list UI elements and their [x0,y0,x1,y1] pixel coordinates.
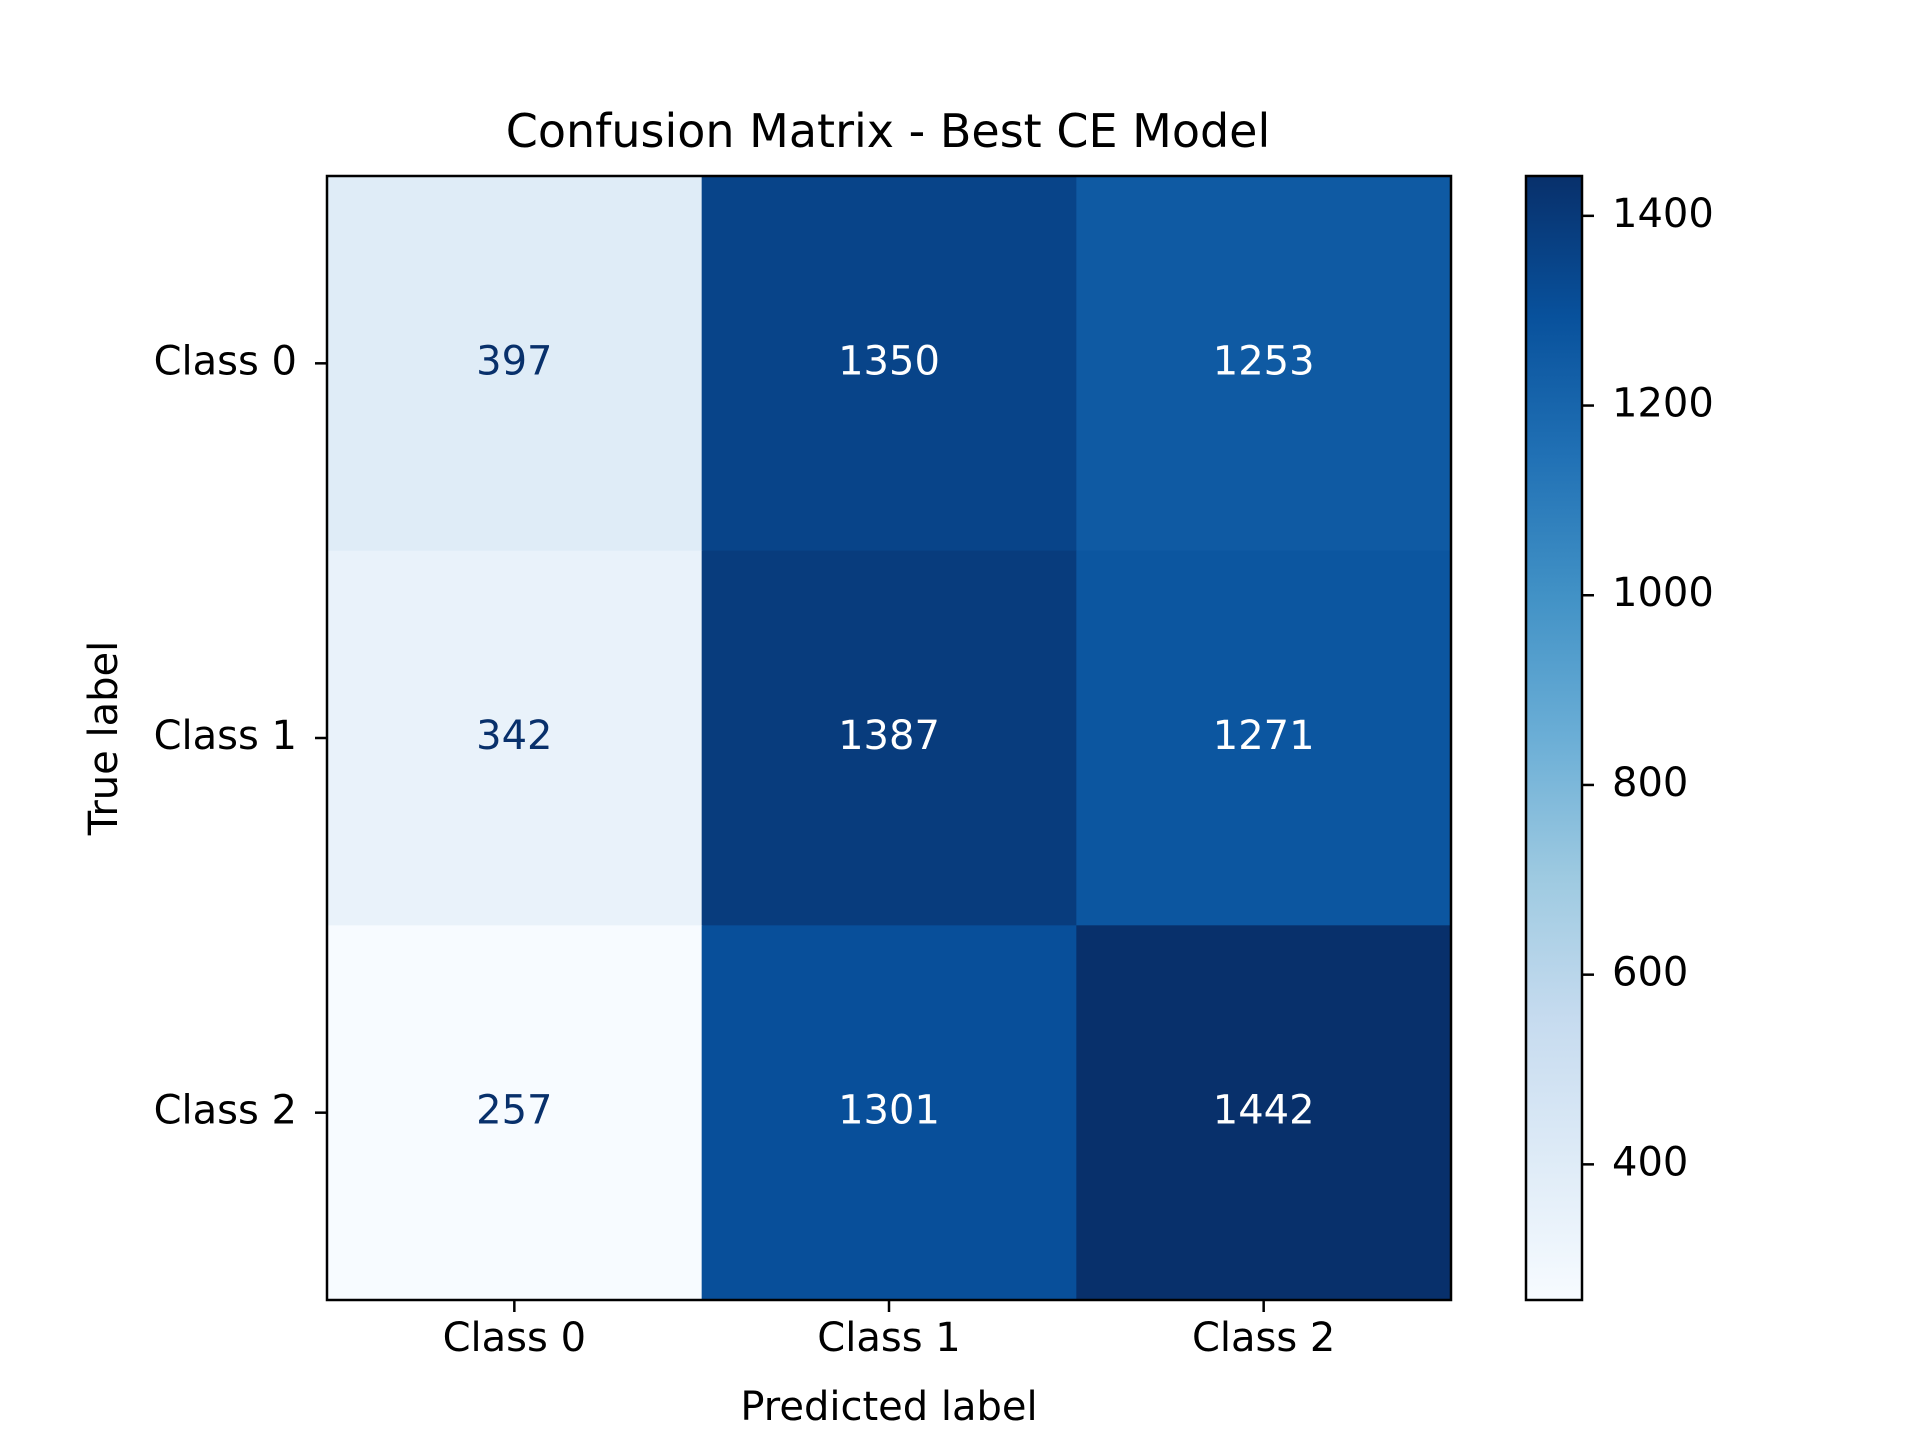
cell-value-r0-c1: 1350 [838,338,940,384]
cell-value-r0-c2: 1253 [1213,338,1315,384]
colorbar-tick-label-3: 1000 [1612,570,1714,616]
cell-r0-c0 [327,176,703,552]
cell-r1-c2 [1076,550,1452,926]
cell-r2-c2 [1076,925,1452,1301]
cell-value-r2-c0: 257 [476,1088,552,1134]
heatmap-cells [327,176,1452,1301]
cell-r1-c1 [701,550,1077,926]
cell-r0-c1 [701,176,1077,552]
cell-value-r2-c1: 1301 [838,1088,940,1134]
cell-r0-c2 [1076,176,1452,552]
cell-value-r1-c1: 1387 [838,713,940,759]
colorbar-tick-label-5: 1400 [1612,191,1714,237]
cell-value-r2-c2: 1442 [1213,1088,1315,1134]
x-tick-label-1: Class 1 [817,1315,960,1361]
colorbar-tick-label-4: 1200 [1612,381,1714,427]
cell-r1-c0 [327,550,703,926]
colorbar-tick-label-0: 400 [1612,1139,1688,1185]
colorbar [1524,174,1584,1302]
x-tick-label-2: Class 2 [1192,1315,1335,1361]
colorbar-tick-label-2: 800 [1612,760,1688,806]
cell-value-r1-c0: 342 [476,713,552,759]
colorbar-tick-label-1: 600 [1612,950,1688,996]
cell-value-r0-c0: 397 [476,338,552,384]
y-tick-label-2: Class 2 [154,1088,297,1134]
y-tick-label-0: Class 0 [154,338,297,384]
chart-title: Confusion Matrix - Best CE Model [506,104,1271,158]
x-tick-label-0: Class 0 [443,1315,586,1361]
cell-r2-c1 [701,925,1077,1301]
x-axis-ticks: Class 0 Class 1 Class 2 [443,1300,1335,1361]
x-axis-label: Predicted label [740,1384,1037,1430]
heatmap-cell-labels: 397 1350 1253 342 1387 1271 257 1301 1442 [476,338,1314,1133]
y-axis-ticks: Class 0 Class 1 Class 2 [154,338,327,1134]
y-tick-label-1: Class 1 [154,713,297,759]
y-axis-label: True label [81,641,127,836]
cell-value-r1-c2: 1271 [1213,713,1315,759]
colorbar-ticks: 400 600 800 1000 1200 1400 [1582,191,1714,1185]
cell-r2-c0 [327,925,703,1301]
